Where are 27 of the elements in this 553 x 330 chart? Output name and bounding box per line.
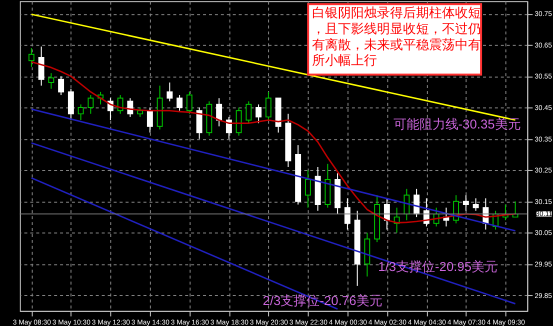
- candlestick: [304, 170, 311, 208]
- annotation: 可能阻力线-30.35美元: [393, 116, 521, 132]
- candlestick: [246, 100, 252, 124]
- candlestick: [265, 91, 272, 121]
- candlestick: [137, 107, 144, 118]
- candlestick: [78, 104, 84, 121]
- candlestick: [48, 72, 54, 90]
- candlestick: [146, 107, 153, 134]
- candlestick: [127, 98, 134, 118]
- candlestick: [196, 107, 202, 140]
- candlestick: [226, 116, 232, 140]
- candlestick: [216, 98, 222, 127]
- candlestick: [236, 107, 242, 136]
- candlestick: [472, 198, 479, 212]
- candlestick: [404, 188, 410, 221]
- candlestick: [58, 76, 64, 96]
- candlestick: [88, 94, 94, 114]
- candlestick: [256, 104, 262, 124]
- candlestick: [462, 194, 469, 212]
- candlestick: [186, 91, 192, 114]
- candlestick: [414, 188, 420, 218]
- candlestick: [28, 48, 34, 68]
- candlestick: [68, 88, 74, 121]
- candlestick: [38, 46, 44, 86]
- candlestick: [344, 198, 350, 230]
- candlestick: [166, 82, 173, 102]
- candlestick: [176, 94, 183, 112]
